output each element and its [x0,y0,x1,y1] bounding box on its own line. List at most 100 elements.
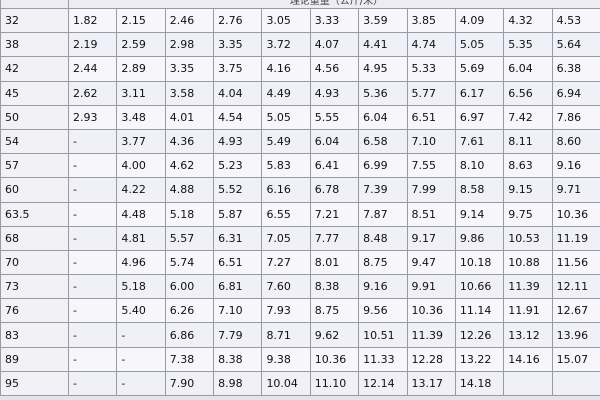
diameter-cell: 89 [0,346,69,372]
weight-cell: 10.66 [454,274,505,300]
weight-cell: 4.95 [358,56,408,82]
weight-cell: 6.17 [454,80,505,106]
weight-cell: 5.74 [164,249,215,276]
weight-cell: 12.26 [454,322,505,348]
weight-cell: 12.14 [358,370,408,397]
weight-cell: 2.93 [67,104,118,130]
weight-cell: 6.26 [164,298,215,324]
table-row: 70-4.96 5.74 6.51 7.27 8.01 8.75 9.47 10.18 10.8… [0,249,600,276]
weight-cell: 4.00 [116,153,166,179]
weight-cell: 8.63 [503,153,553,179]
weight-cell: 11.91 [503,298,553,324]
weight-cell: 9.16 [551,153,600,179]
weight-cell: 6.58 [358,128,408,155]
weight-cell: 7.99 [406,177,456,203]
weight-cell: 7.93 [261,298,311,324]
weight-cell: 6.16 [261,177,311,203]
weight-cell: 13.96 [551,322,600,348]
weight-cell: 12.67 [551,298,600,324]
weight-cell: 4.93 [213,128,263,155]
diameter-cell: 45 [0,80,69,106]
weight-cell: 6.56 [503,80,553,106]
weight-cell: 5.87 [213,201,263,227]
weight-cell: 4.16 [261,56,311,82]
weight-cell: 8.51 [406,201,456,227]
weight-cell: 7.61 [454,128,505,155]
weight-cell: - [67,249,118,276]
table-row: 95- -7.90 8.98 10.04 11.10 12.14 13.17 14.18 [0,370,600,397]
weight-cell: 5.40 [116,298,166,324]
weight-cell: - [116,370,166,397]
diameter-cell: 38 [0,32,69,58]
weight-cell: 5.52 [213,177,263,203]
weight-cell: - [116,346,166,372]
weight-cell: 6.51 [406,104,456,130]
weight-cell: 6.38 [551,56,600,82]
weight-cell: 7.86 [551,104,600,130]
weight-cell: 13.22 [454,346,505,372]
weight-cell: 14.18 [454,370,505,397]
table-row: 83- -6.86 7.79 8.71 9.62 10.51 11.39 12.26 13.12… [0,322,600,348]
weight-cell: 5.18 [116,274,166,300]
weight-cell: - [67,128,118,155]
weight-cell: 2.44 [67,56,118,82]
weight-cell: 9.56 [358,298,408,324]
weight-cell: 9.71 [551,177,600,203]
weight-cell: 3.35 [164,56,215,82]
weight-cell: 3.85 [406,7,456,34]
weight-cell: 3.59 [358,7,408,34]
weight-cell: 4.53 [551,7,600,34]
weight-cell: 5.33 [406,56,456,82]
diameter-cell: 70 [0,249,69,276]
weight-cell: 5.57 [164,225,215,251]
weight-cell: 8.38 [309,274,360,300]
weight-cell: 5.18 [164,201,215,227]
weight-cell [503,370,553,397]
diameter-cell: 68 [0,225,69,251]
table-row: 63.5-4.48 5.18 5.87 6.55 7.21 7.87 8.51 9.14 9.7… [0,201,600,227]
weight-cell: 6.99 [358,153,408,179]
header-title: 理论重量（公斤/米） [68,0,600,9]
weight-cell: 7.05 [261,225,311,251]
weight-cell: 8.58 [454,177,505,203]
table-row: 57-4.00 4.62 5.23 5.83 6.41 6.99 7.55 8.10 8.63 9… [0,153,600,179]
weight-cell: 2.62 [67,80,118,106]
weight-cell: - [116,322,166,348]
weight-cell: 9.15 [503,177,553,203]
weight-cell: 4.32 [503,7,553,34]
weight-cell: 9.62 [309,322,360,348]
weight-cell: 6.81 [213,274,263,300]
diameter-cell: 73 [0,274,69,300]
header-cell [0,0,69,9]
weight-cell: 5.55 [309,104,360,130]
weight-cell: 7.77 [309,225,360,251]
weight-cell: 11.10 [309,370,360,397]
diameter-cell: 76 [0,298,69,324]
weight-cell: 3.48 [116,104,166,130]
weight-cell: 9.91 [406,274,456,300]
weight-cell: 4.81 [116,225,166,251]
weight-cell: 4.96 [116,249,166,276]
weight-cell: 7.38 [164,346,215,372]
weight-cell: 12.11 [551,274,600,300]
table-row: 50 2.93 3.48 4.01 4.54 5.05 5.55 6.04 6.51 6.97 7.… [0,104,600,130]
weight-cell: 12.28 [406,346,456,372]
weight-cell: 8.10 [454,153,505,179]
weight-cell: - [67,322,118,348]
weight-cell: 4.04 [213,80,263,106]
weight-cell: 13.17 [406,370,456,397]
weight-cell: 8.48 [358,225,408,251]
table-row: 73-5.18 6.00 6.81 7.60 8.38 9.16 9.91 10.66 11.3… [0,274,600,300]
weight-cell: 9.86 [454,225,505,251]
weight-cell: - [67,370,118,397]
weight-cell: - [67,274,118,300]
weight-cell: 4.09 [454,7,505,34]
weight-cell: 3.58 [164,80,215,106]
weight-cell: 6.78 [309,177,360,203]
weight-cell: 3.33 [309,7,360,34]
table-row: 45 2.62 3.11 3.58 4.04 4.49 4.93 5.36 5.77 6.17 6.… [0,80,600,106]
weight-cell: 5.77 [406,80,456,106]
table-row: 60-4.22 4.88 5.52 6.16 6.78 7.39 7.99 8.58 9.15 9… [0,177,600,203]
weight-cell: 9.17 [406,225,456,251]
weight-cell: 9.75 [503,201,553,227]
